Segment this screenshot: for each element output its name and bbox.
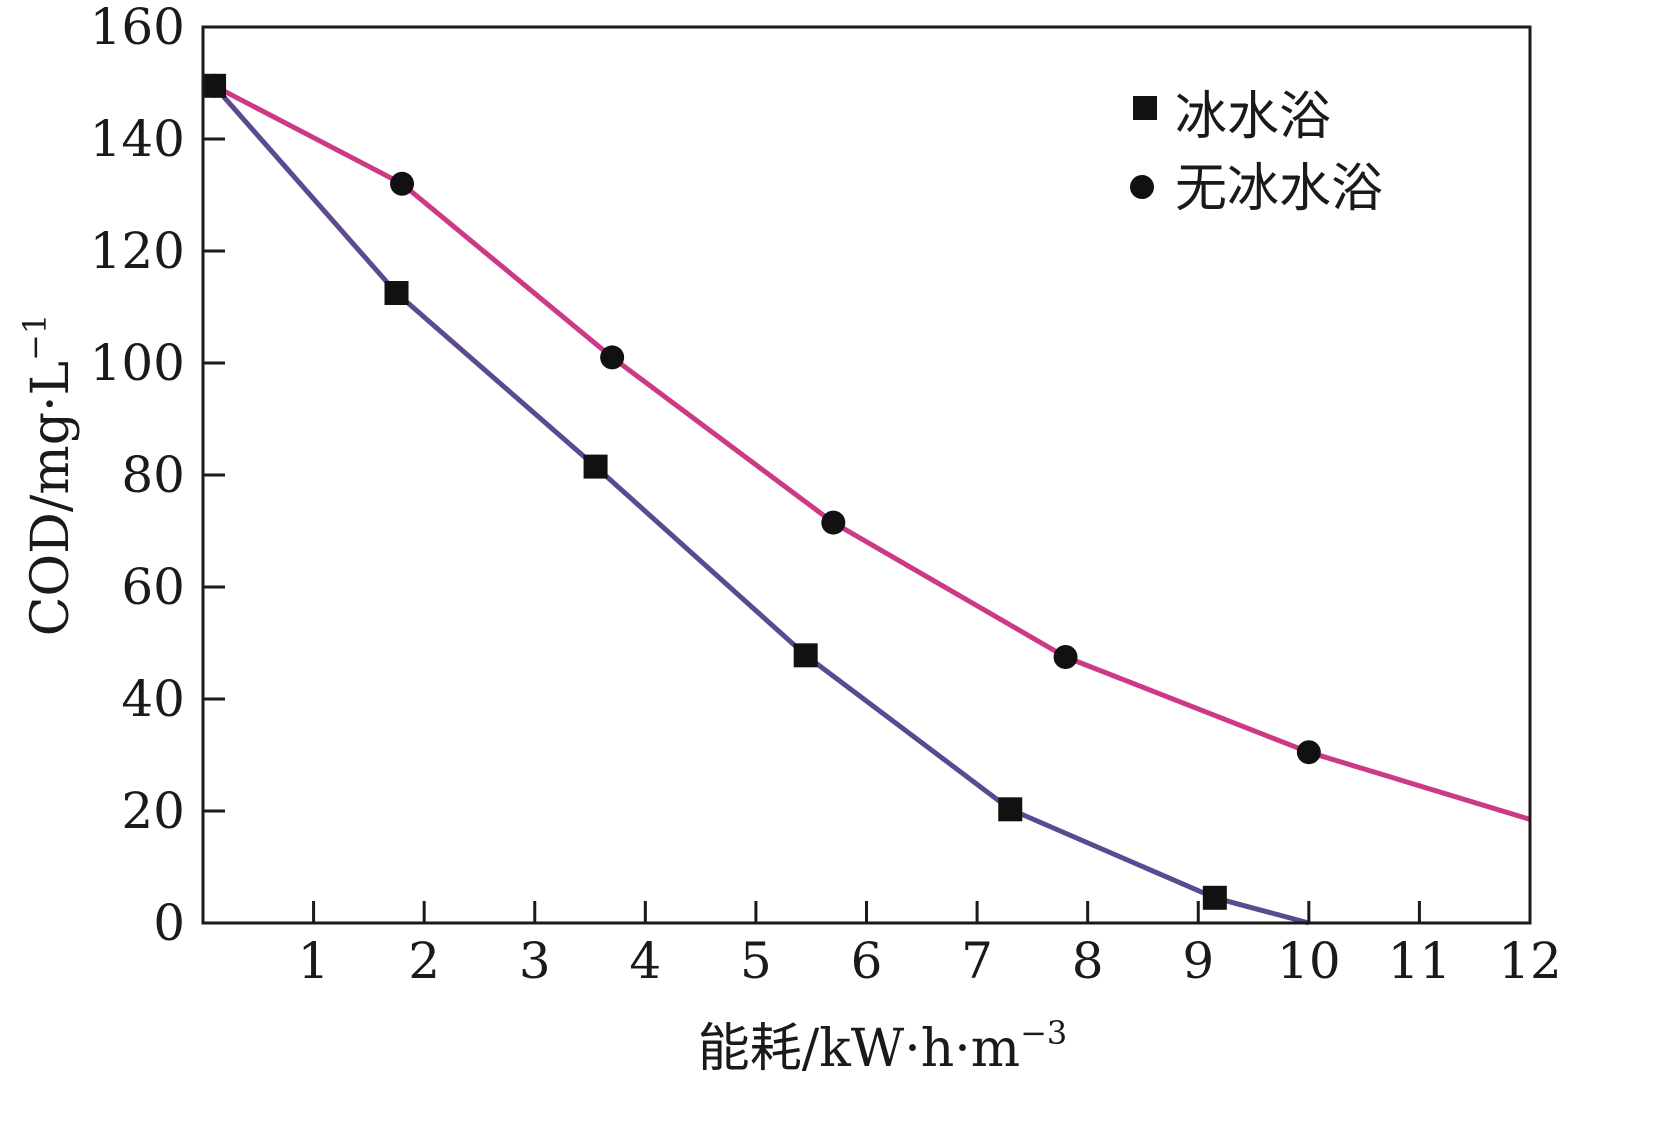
y-tick-label: 100	[90, 334, 185, 392]
x-axis-title-exponent: −3	[1020, 1014, 1067, 1052]
data-point-circle	[390, 171, 415, 196]
data-point-square	[583, 454, 608, 479]
x-axis-tick-labels: 1 2 3 4 5 6 7 8 9 10 11 12	[298, 932, 1562, 990]
y-tick-label: 20	[121, 782, 185, 840]
x-tick-label: 9	[1182, 932, 1214, 990]
y-axis-title-exponent: −1	[16, 314, 54, 361]
y-tick-label: 0	[153, 894, 185, 952]
legend-marker-circle	[1130, 175, 1154, 199]
x-tick-label: 12	[1498, 932, 1562, 990]
x-tick-label: 4	[629, 932, 661, 990]
data-point-circle	[600, 345, 625, 370]
x-axis-title: 能耗/kW·h·m−3	[698, 1014, 1068, 1079]
y-tick-label: 160	[90, 0, 185, 56]
x-axis-title-main: 能耗/kW·h·m	[698, 1019, 1020, 1079]
y-axis-ticks	[203, 25, 225, 925]
data-point-circle	[1053, 645, 1078, 669]
x-tick-label: 2	[408, 932, 440, 990]
x-tick-label: 10	[1277, 932, 1341, 990]
legend-label-no-ice-bath: 无冰水浴	[1175, 159, 1383, 219]
y-tick-label: 60	[121, 558, 185, 616]
x-tick-label: 3	[519, 932, 551, 990]
legend: 冰水浴 无冰水浴	[1130, 87, 1383, 219]
x-tick-label: 7	[961, 932, 993, 990]
series-line-1	[202, 82, 1531, 822]
data-point-square	[1202, 885, 1227, 910]
data-point-circle	[202, 73, 227, 98]
series-lines	[201, 82, 1531, 926]
x-axis-ticks	[312, 901, 1532, 923]
y-axis-title: COD/mg·L−1	[16, 314, 81, 636]
series-markers	[202, 73, 1321, 910]
data-point-circle	[821, 510, 846, 535]
x-tick-label: 8	[1072, 932, 1104, 990]
legend-marker-square	[1133, 96, 1157, 120]
data-point-square	[384, 281, 409, 305]
y-tick-label: 80	[121, 446, 185, 504]
data-point-square	[793, 643, 818, 668]
x-tick-label: 6	[851, 932, 883, 990]
x-tick-label: 1	[298, 932, 330, 990]
data-point-circle	[1296, 740, 1321, 765]
y-tick-label: 40	[121, 670, 185, 728]
series-line-0	[201, 83, 1310, 926]
data-point-square	[998, 797, 1023, 822]
legend-label-ice-bath: 冰水浴	[1175, 87, 1331, 147]
y-axis-title-main: COD/mg·L	[21, 361, 81, 636]
x-tick-label: 5	[740, 932, 772, 990]
y-tick-label: 120	[90, 222, 185, 280]
y-tick-label: 140	[90, 110, 185, 168]
x-tick-label: 11	[1388, 932, 1452, 990]
y-axis-tick-labels: 0 20 40 60 80 100 120 140 160	[90, 0, 185, 952]
